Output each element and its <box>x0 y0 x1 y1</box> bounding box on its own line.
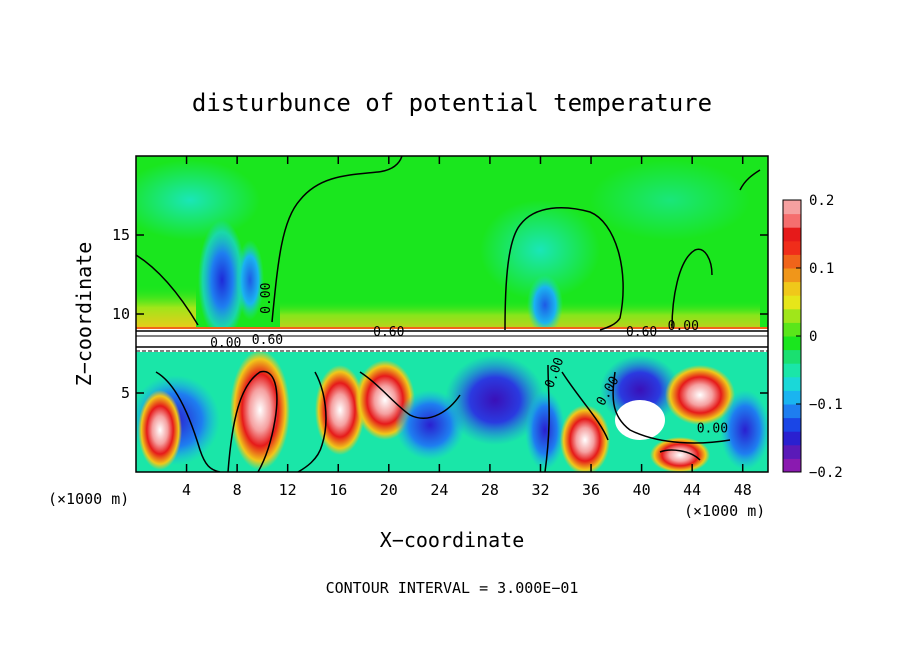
contour-upper-2 <box>271 156 403 323</box>
lower-red-6 <box>665 365 735 425</box>
contour-interval-note: CONTOUR INTERVAL = 3.000E−01 <box>326 579 579 597</box>
colorbar-swatch <box>783 322 801 337</box>
contour-lower-3 <box>297 371 327 472</box>
x-axis: 4 8 12 16 20 24 28 32 36 40 44 48 <box>182 156 752 499</box>
x-tick-label: 32 <box>531 481 549 499</box>
lower-red-1 <box>138 390 182 470</box>
blue-plume-2 <box>236 240 264 320</box>
x-tick-label: 8 <box>233 481 242 499</box>
y-tick-label: 5 <box>121 384 130 402</box>
contour-lines <box>136 156 761 472</box>
colorbar-swatch <box>783 458 801 473</box>
contour-label: 0.00 <box>668 319 699 334</box>
lower-red-3 <box>315 365 365 455</box>
colorbar-swatch <box>783 281 801 296</box>
colorbar-swatch <box>783 417 801 432</box>
y-tick-label: 10 <box>112 305 130 323</box>
lower-purple-1 <box>445 355 545 445</box>
x-tick-label: 16 <box>329 481 347 499</box>
contour-lower-6 <box>561 371 609 441</box>
colorbar-tick-label: 0.1 <box>809 261 834 277</box>
contour-upper-4 <box>671 248 713 329</box>
colorbar-swatch <box>783 431 801 446</box>
y-axis: 5 10 15 <box>112 226 768 402</box>
x-tick-label: 44 <box>683 481 701 499</box>
contour-label: 0.60 <box>373 325 404 340</box>
colorbar-swatch <box>783 254 801 269</box>
colorbar-swatch <box>783 349 801 364</box>
colorbar-swatch <box>783 213 801 228</box>
lower-blue-4 <box>720 390 768 470</box>
cyan-region-3 <box>590 160 750 240</box>
contour-label: 0.00 <box>259 283 274 314</box>
colorbar-swatch <box>783 404 801 419</box>
y-axis-label: Z−coordinate <box>72 242 96 387</box>
colorbar-swatch <box>783 268 801 283</box>
colorbar-swatch <box>783 308 801 323</box>
x-tick-label: 12 <box>279 481 297 499</box>
colorbar-swatch <box>783 240 801 255</box>
colorbar: 0.2 0.1 0 −0.1 −0.2 <box>782 193 843 481</box>
y-tick-label: 15 <box>112 226 130 244</box>
heatmap-field <box>136 156 768 472</box>
x-unit-right: (×1000 m) <box>684 502 765 520</box>
colorbar-swatch <box>783 227 801 242</box>
colorbar-tick-label: 0 <box>809 329 817 345</box>
contour-label: 0.00 <box>697 422 728 437</box>
colorbar-tick-label: −0.2 <box>809 465 843 481</box>
lower-red-2 <box>230 350 290 470</box>
x-tick-label: 40 <box>633 481 651 499</box>
lower-red-7 <box>650 437 710 472</box>
lower-white-1 <box>615 400 665 440</box>
contour-upper-1 <box>136 254 199 326</box>
lower-purple-2 <box>600 355 680 425</box>
x-tick-label: 24 <box>430 481 448 499</box>
colorbar-swatch <box>783 363 801 378</box>
colorbar-tick-label: −0.1 <box>809 397 843 413</box>
contour-lower-5 <box>544 364 550 472</box>
yellow-band-mid <box>280 300 760 330</box>
colorbar-swatch <box>783 376 801 391</box>
x-tick-label: 28 <box>481 481 499 499</box>
blue-plume-3 <box>527 275 563 335</box>
x-axis-label: X−coordinate <box>380 528 525 552</box>
contour-label: 0.60 <box>252 333 283 348</box>
colorbar-swatch <box>783 390 801 405</box>
contour-lower-1 <box>155 371 221 472</box>
contour-lower-7 <box>612 371 731 444</box>
contour-lower-2 <box>227 370 278 472</box>
contour-lower-8 <box>659 449 701 461</box>
chart-title: disturbunce of potential temperature <box>192 89 712 117</box>
colorbar-swatch <box>783 200 801 215</box>
x-tick-label: 36 <box>582 481 600 499</box>
x-tick-label: 4 <box>182 481 191 499</box>
contour-upper-3 <box>504 207 624 331</box>
colorbar-swatch <box>783 444 801 459</box>
blue-plume-1 <box>198 220 246 340</box>
inversion-band <box>136 328 768 352</box>
colorbar-swatch <box>783 336 801 351</box>
colorbar-swatch <box>783 295 801 310</box>
cyan-region-2 <box>480 200 600 300</box>
x-tick-label: 20 <box>380 481 398 499</box>
x-tick-label: 48 <box>734 481 752 499</box>
cyan-region-1 <box>136 160 260 240</box>
contour-label: 0.60 <box>626 325 657 340</box>
contour-label: 0.00 <box>210 336 241 351</box>
colorbar-tick-label: 0.2 <box>809 193 834 209</box>
contour-lower-4 <box>359 371 461 419</box>
lower-blue-3 <box>525 390 565 470</box>
lower-red-5 <box>560 405 610 472</box>
contour-upper-5 <box>739 169 761 191</box>
x-unit-left: (×1000 m) <box>48 490 129 508</box>
